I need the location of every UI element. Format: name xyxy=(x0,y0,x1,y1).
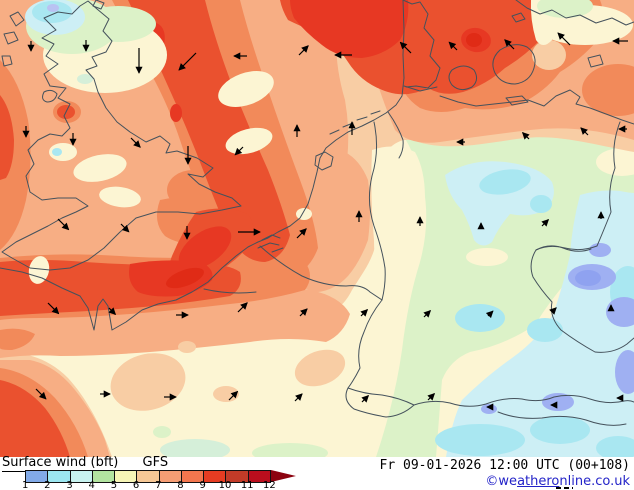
scale-segment xyxy=(115,471,138,482)
wind-arrow xyxy=(130,137,141,148)
windspeed-fill-layer xyxy=(0,0,634,463)
legend-title: Surface wind (bft) GFS xyxy=(2,455,169,472)
scale-tick: 12 xyxy=(263,480,276,490)
scale-tick: 3 xyxy=(66,480,73,490)
wind-arrow xyxy=(557,32,571,46)
scale-tick: 5 xyxy=(110,480,118,490)
beaufort-color-scale xyxy=(25,470,271,483)
wind-arrow xyxy=(178,52,197,71)
wind-arrow xyxy=(549,307,557,315)
wind-arrow xyxy=(296,228,307,239)
wind-arrow xyxy=(298,45,309,56)
wind-arrow xyxy=(504,39,515,50)
wind-arrow xyxy=(521,131,530,140)
wind-arrow xyxy=(108,307,117,316)
copyright-link[interactable]: ©weatheronline.co.uk xyxy=(485,474,630,489)
scale-tick-labels: 1 2 3 4 5 6 7 8 9 10 11 12 xyxy=(22,480,305,490)
scale-segment xyxy=(70,471,93,482)
scale-segment xyxy=(181,471,205,482)
map-area xyxy=(0,0,634,463)
scale-segment xyxy=(248,471,270,482)
scale-tick: 1 xyxy=(22,480,29,490)
wind-arrow xyxy=(541,218,550,227)
scale-tick: 9 xyxy=(199,480,206,490)
copyright-underlined: athero xyxy=(517,474,560,489)
wind-arrow xyxy=(237,302,248,313)
wind-arrow xyxy=(299,308,308,317)
wind-arrow xyxy=(423,309,432,318)
copyright-suffix: nline.co.uk xyxy=(559,474,630,489)
wind-arrow xyxy=(360,308,369,317)
surface-wind-map xyxy=(0,0,634,463)
cropped-text-marks xyxy=(556,487,573,489)
scale-pennant-arrow xyxy=(271,470,296,482)
scale-segment xyxy=(48,471,71,482)
wind-arrow xyxy=(361,394,370,403)
scale-segment xyxy=(26,471,49,482)
legend-title-text: Surface wind (bft) xyxy=(2,455,119,472)
wind-arrow xyxy=(485,310,494,319)
forecast-datetime: Fr 09-01-2026 12:00 UTC (00+108) xyxy=(379,458,630,473)
scale-segment xyxy=(226,471,249,482)
scale-tick: 7 xyxy=(155,480,162,490)
scale-tick: 11 xyxy=(240,480,254,490)
scale-tick: 8 xyxy=(177,480,184,490)
wind-arrow xyxy=(580,127,589,136)
wind-arrow xyxy=(228,390,239,401)
copyright-prefix: ©we xyxy=(485,474,518,489)
wind-arrow xyxy=(234,146,244,156)
wind-arrow xyxy=(427,392,436,401)
scale-tick: 6 xyxy=(132,480,140,490)
wind-arrow xyxy=(448,41,458,51)
wind-arrow xyxy=(294,393,303,402)
wind-arrow xyxy=(35,388,47,400)
wind-arrow xyxy=(399,41,412,54)
scale-segment xyxy=(159,471,182,482)
chart-footer: Surface wind (bft) GFS 1 2 3 4 5 6 7 8 9 10 11 12 F… xyxy=(0,455,634,490)
coastline-layer xyxy=(0,0,634,426)
scale-segment xyxy=(137,471,160,482)
scale-segment xyxy=(92,471,116,482)
wind-arrow xyxy=(120,223,130,233)
scale-tick: 10 xyxy=(218,480,232,490)
wind-arrow-layer xyxy=(22,32,628,411)
scale-tick: 2 xyxy=(44,480,51,490)
scale-tick: 4 xyxy=(88,480,95,490)
scale-segment xyxy=(204,471,227,482)
wind-arrow xyxy=(47,302,60,315)
wind-arrow xyxy=(57,218,70,231)
model-label: GFS xyxy=(142,455,169,470)
